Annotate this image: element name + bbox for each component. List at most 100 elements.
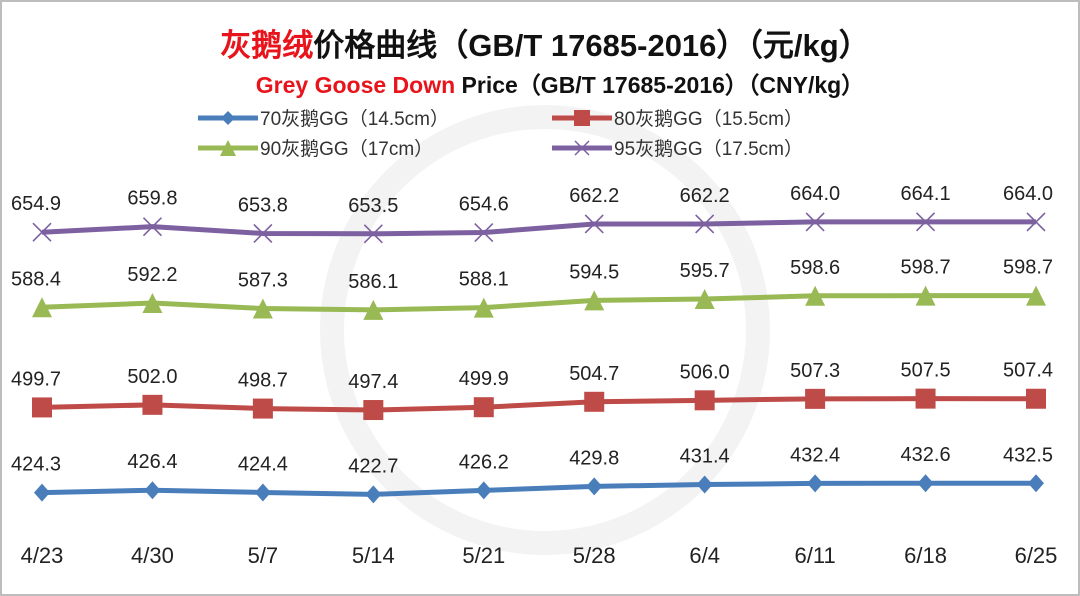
data-point-triangle bbox=[805, 285, 826, 306]
data-point-x bbox=[32, 222, 52, 242]
data-point-square bbox=[252, 398, 273, 419]
data-point-x bbox=[474, 222, 494, 243]
data-label: 664.1 bbox=[901, 183, 951, 205]
series-line bbox=[41, 480, 1037, 497]
data-point-triangle bbox=[32, 297, 52, 318]
data-point-triangle bbox=[473, 297, 494, 318]
data-label: 662.2 bbox=[680, 185, 730, 207]
data-point-diamond bbox=[34, 483, 50, 502]
data-point-x bbox=[142, 217, 163, 237]
x-tick-label: 4/23 bbox=[21, 543, 64, 568]
data-point-diamond bbox=[365, 485, 382, 504]
data-label: 499.9 bbox=[459, 368, 509, 390]
data-point-diamond bbox=[807, 474, 824, 493]
data-point-x bbox=[253, 223, 273, 244]
series-line bbox=[41, 219, 1037, 237]
data-point-square bbox=[473, 397, 494, 418]
data-label: 653.8 bbox=[238, 194, 288, 216]
legend-x-icon bbox=[552, 139, 612, 156]
series-line bbox=[41, 396, 1037, 413]
data-label: 598.7 bbox=[901, 257, 951, 279]
data-label: 654.6 bbox=[459, 194, 509, 216]
x-tick-label: 4/30 bbox=[131, 543, 174, 568]
data-point-diamond bbox=[254, 483, 271, 502]
chart-title-cn: 灰鹅绒价格曲线（GB/T 17685-2016）（元/kg） bbox=[0, 20, 1080, 65]
data-label: 429.8 bbox=[569, 447, 619, 469]
title-cn-rest: 价格曲线（GB/T 17685-2016）（元/kg） bbox=[313, 28, 870, 63]
x-tick-label: 6/18 bbox=[904, 543, 947, 568]
data-label: 424.4 bbox=[238, 453, 288, 475]
legend-label: 95灰鹅GG（17.5cm） bbox=[614, 139, 803, 160]
data-label: 499.7 bbox=[11, 368, 61, 390]
data-label: 586.1 bbox=[348, 271, 398, 293]
data-label: 659.8 bbox=[127, 188, 177, 210]
x-tick-label: 6/25 bbox=[1015, 543, 1058, 568]
data-point-triangle bbox=[584, 290, 605, 311]
data-label: 431.4 bbox=[680, 446, 730, 468]
data-label: 432.6 bbox=[901, 444, 951, 466]
data-label: 502.0 bbox=[127, 366, 177, 388]
data-label: 422.7 bbox=[348, 455, 398, 477]
legend-label: 70灰鹅GG（14.5cm） bbox=[260, 109, 449, 130]
data-point-x bbox=[363, 224, 383, 244]
data-label: 592.2 bbox=[127, 264, 177, 286]
data-label: 598.6 bbox=[790, 257, 840, 279]
data-point-diamond bbox=[144, 481, 161, 500]
data-point-triangle bbox=[142, 293, 163, 313]
data-point-triangle bbox=[252, 298, 273, 319]
data-point-diamond bbox=[475, 481, 492, 500]
data-point-square bbox=[1026, 388, 1046, 409]
title-cn-highlight: 灰鹅绒 bbox=[220, 28, 314, 63]
data-point-triangle bbox=[694, 289, 715, 310]
data-point-square bbox=[363, 400, 384, 421]
data-label: 507.4 bbox=[1003, 360, 1053, 382]
data-label: 497.4 bbox=[348, 371, 398, 393]
legend-square-icon bbox=[552, 109, 612, 126]
data-label: 432.5 bbox=[1003, 444, 1053, 466]
data-label: 507.5 bbox=[901, 360, 951, 382]
data-label: 588.1 bbox=[459, 269, 509, 291]
title-en-highlight: Grey Goose Down bbox=[255, 72, 456, 98]
legend-label: 80灰鹅GG（15.5cm） bbox=[614, 109, 803, 130]
data-point-x bbox=[584, 214, 604, 234]
data-label: 507.3 bbox=[790, 360, 840, 382]
x-tick-label: 5/21 bbox=[462, 543, 505, 568]
chart-title-en: Grey Goose Down Price（GB/T 17685-2016）（C… bbox=[0, 66, 1080, 100]
series-line bbox=[41, 293, 1036, 313]
data-label: 598.7 bbox=[1003, 257, 1053, 279]
data-label: 506.0 bbox=[680, 361, 730, 383]
data-point-triangle bbox=[1026, 285, 1046, 306]
title-en-rest: Price（GB/T 17685-2016）（CNY/kg） bbox=[455, 72, 865, 98]
data-point-diamond bbox=[696, 475, 713, 494]
data-point-square bbox=[694, 390, 715, 411]
data-label: 426.4 bbox=[127, 451, 177, 473]
data-label: 588.4 bbox=[11, 268, 61, 290]
data-point-square bbox=[805, 388, 826, 409]
data-label: 432.4 bbox=[790, 444, 840, 466]
legend-item-90: 90灰鹅GG（17cm） bbox=[198, 134, 433, 161]
data-label: 498.7 bbox=[238, 370, 288, 392]
data-label: 662.2 bbox=[569, 185, 619, 207]
data-point-square bbox=[584, 391, 605, 412]
data-label: 587.3 bbox=[238, 270, 288, 292]
data-point-x bbox=[805, 212, 825, 232]
data-point-x bbox=[915, 212, 936, 232]
data-label: 653.5 bbox=[348, 195, 398, 217]
data-point-square bbox=[915, 388, 936, 409]
data-point-triangle bbox=[363, 299, 384, 320]
x-tick-label: 5/28 bbox=[573, 543, 616, 568]
data-point-diamond bbox=[586, 477, 603, 496]
data-label: 654.9 bbox=[11, 193, 61, 215]
data-point-x bbox=[695, 214, 715, 234]
legend-diamond-icon bbox=[198, 110, 258, 125]
legend-label: 90灰鹅GG（17cm） bbox=[260, 139, 434, 160]
data-label: 664.0 bbox=[1003, 183, 1053, 205]
legend-item-80: 80灰鹅GG（15.5cm） bbox=[552, 104, 803, 131]
data-label: 594.5 bbox=[569, 261, 619, 283]
data-point-x bbox=[1026, 212, 1046, 232]
data-label: 504.7 bbox=[569, 363, 619, 385]
data-point-diamond bbox=[917, 474, 934, 493]
data-point-square bbox=[142, 394, 163, 415]
data-label: 664.0 bbox=[790, 183, 840, 205]
